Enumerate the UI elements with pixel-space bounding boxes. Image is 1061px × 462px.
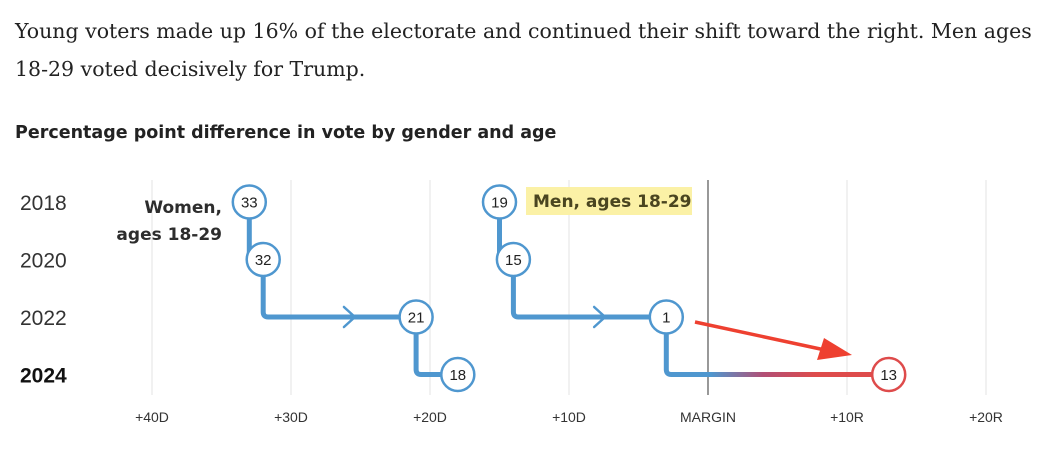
data-point-circle <box>398 299 434 335</box>
x-tick-label: +40D <box>135 409 169 425</box>
data-point: 18 <box>440 356 476 393</box>
data-point-circle <box>870 356 907 393</box>
direction-arrowhead <box>342 305 357 329</box>
y-tick-label: 2024 <box>20 365 67 388</box>
x-tick-label: +20R <box>969 409 1003 425</box>
men-label-text: Men, ages 18-29 <box>533 192 692 212</box>
women-label-line-2: ages 18-29 <box>116 225 222 245</box>
data-point: 21 <box>398 299 434 335</box>
x-tick-label: +30D <box>274 409 308 425</box>
data-label: 18 <box>449 367 466 384</box>
men-series-label: Men, ages 18-29 <box>526 187 692 215</box>
data-point: 33 <box>231 184 268 220</box>
y-axis-ticks: 2018 2020 2022 2024 <box>20 192 67 388</box>
chart-title: Percentage point difference in vote by g… <box>15 123 557 143</box>
direction-arrowhead <box>592 305 607 329</box>
women-series-label: Women, ages 18-29 <box>116 198 222 245</box>
y-tick-label: 2020 <box>20 250 67 273</box>
red-arrow-head <box>817 338 852 360</box>
series-path-final-segment <box>663 314 892 377</box>
y-tick-label: 2022 <box>20 307 67 330</box>
women-label-line-1: Women, <box>144 198 222 218</box>
x-axis-ticks: +40D +30D +20D +10D MARGIN +10R +20R <box>135 409 1003 425</box>
x-tick-label: MARGIN <box>680 409 736 425</box>
x-tick-label: +20D <box>413 409 447 425</box>
gridlines <box>151 180 987 395</box>
data-point: 32 <box>245 241 281 278</box>
data-label: 32 <box>255 252 272 269</box>
data-label: 21 <box>408 310 425 327</box>
red-annotation-arrow <box>694 320 852 360</box>
data-point: 1 <box>648 299 685 335</box>
men-label-highlight <box>526 187 692 215</box>
data-point-circle <box>231 184 268 220</box>
data-point-circle <box>648 299 685 335</box>
data-label: 19 <box>491 195 508 212</box>
series-path-0 <box>246 199 461 377</box>
series-nodes: 33 32 21 18 19 15 1 13 <box>231 184 907 393</box>
data-point: 19 <box>481 184 518 220</box>
x-tick-label: +10D <box>552 409 586 425</box>
intro-paragraph: Young voters made up 16% of the electora… <box>15 19 1032 81</box>
data-point-circle <box>245 241 281 278</box>
y-tick-label: 2018 <box>20 192 67 215</box>
data-point-circle <box>495 241 532 278</box>
data-label: 33 <box>241 195 258 212</box>
data-point: 15 <box>495 241 532 278</box>
data-label: 1 <box>662 310 670 327</box>
data-point-circle <box>481 184 518 220</box>
data-label: 15 <box>505 252 522 269</box>
data-point-circle <box>440 356 476 393</box>
x-tick-label: +10R <box>830 409 864 425</box>
data-label: 13 <box>880 367 897 384</box>
data-point: 13 <box>870 356 907 393</box>
red-arrow-shaft <box>694 320 826 352</box>
